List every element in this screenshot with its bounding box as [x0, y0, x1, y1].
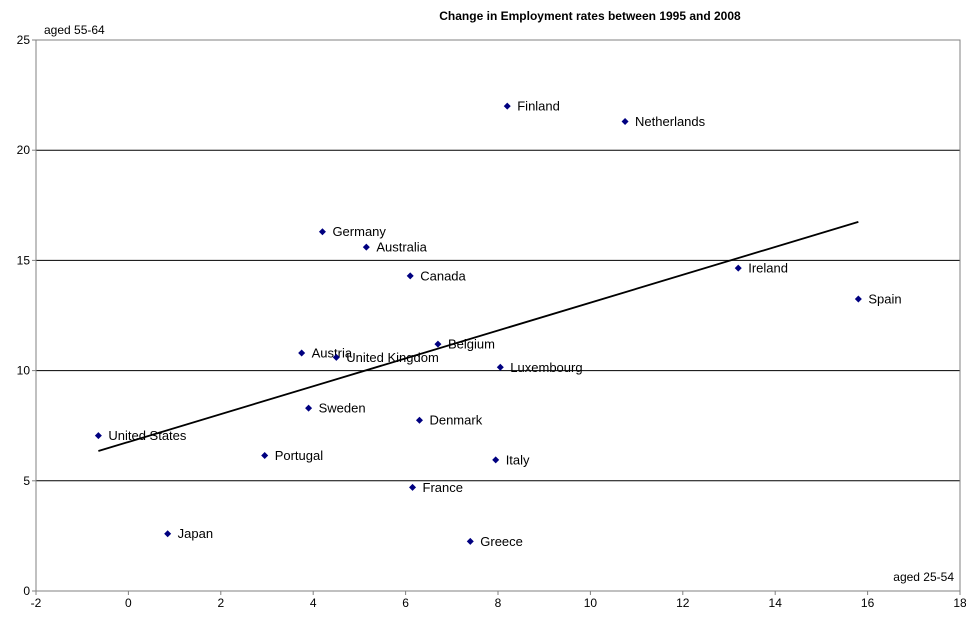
point-label: Finland — [517, 99, 560, 114]
point-marker — [94, 432, 102, 440]
point-label: United States — [108, 428, 187, 443]
y-tick-label: 25 — [17, 33, 31, 47]
data-point: United States — [94, 428, 187, 443]
plot-area-border — [35, 39, 961, 592]
data-point: Portugal — [261, 448, 323, 463]
x-tick-label: -2 — [31, 596, 42, 610]
chart-title: Change in Employment rates between 1995 … — [439, 9, 741, 23]
point-marker — [621, 118, 629, 126]
y-tick-label: 15 — [17, 253, 31, 267]
point-label: Denmark — [429, 413, 482, 428]
point-marker — [332, 353, 340, 361]
point-marker — [415, 416, 423, 424]
point-label: Portugal — [275, 448, 324, 463]
x-tick-label: 8 — [495, 596, 502, 610]
data-point: Netherlands — [621, 114, 706, 129]
point-marker — [434, 340, 442, 348]
x-tick-label: 6 — [402, 596, 409, 610]
trendline-layer — [98, 220, 859, 452]
point-marker — [298, 349, 306, 357]
y-tick-labels: 0 5 10 15 20 25 — [17, 33, 36, 598]
y-tick-label: 10 — [17, 364, 31, 378]
point-label: France — [423, 480, 463, 495]
point-marker — [466, 537, 474, 545]
point-marker — [406, 272, 414, 280]
point-label: Austria — [312, 345, 353, 360]
x-tick-label: 18 — [953, 596, 966, 610]
point-label: Netherlands — [635, 114, 706, 129]
point-marker — [734, 264, 742, 272]
data-point: Luxembourg — [496, 360, 583, 375]
y-tick-label: 0 — [23, 584, 30, 598]
y-tick-label: 20 — [17, 143, 31, 157]
x-tick-label: 16 — [861, 596, 875, 610]
data-point: Japan — [164, 526, 213, 541]
x-tick-label: 2 — [217, 596, 224, 610]
data-point: Denmark — [415, 413, 483, 428]
y-tick-label: 5 — [23, 474, 30, 488]
data-point: Canada — [406, 268, 467, 283]
data-point: Sweden — [305, 401, 366, 416]
data-point: Spain — [854, 291, 902, 306]
point-label: Sweden — [319, 401, 366, 416]
point-label: Spain — [868, 291, 901, 306]
point-marker — [318, 228, 326, 236]
point-label: Italy — [506, 452, 530, 467]
data-point: Finland — [503, 99, 560, 114]
x-tick-labels: -2 0 2 4 6 8 10 12 14 16 18 — [31, 591, 966, 610]
point-marker — [492, 456, 500, 464]
x-tick-label: 0 — [125, 596, 132, 610]
point-label: Canada — [420, 268, 466, 283]
data-point: Germany — [318, 224, 386, 239]
x-tick-label: 10 — [584, 596, 598, 610]
point-label: Australia — [376, 240, 427, 255]
point-marker — [164, 530, 172, 538]
y-axis-label: aged 55-64 — [44, 23, 105, 37]
trendline — [98, 220, 859, 452]
data-point: France — [409, 480, 463, 495]
gridlines — [36, 149, 960, 482]
point-marker — [362, 243, 370, 251]
data-point: Austria — [298, 345, 353, 360]
x-tick-label: 14 — [769, 596, 783, 610]
point-marker — [496, 363, 504, 371]
point-marker — [409, 483, 417, 491]
point-marker — [305, 404, 313, 412]
point-marker — [261, 451, 269, 459]
point-label: Belgium — [448, 337, 495, 352]
point-marker — [503, 102, 511, 110]
point-marker — [854, 295, 862, 303]
x-axis-label: aged 25-54 — [893, 570, 954, 584]
data-point: Australia — [362, 240, 428, 255]
point-label: Greece — [480, 534, 523, 549]
data-point: Greece — [466, 534, 523, 549]
data-point: Italy — [492, 452, 530, 467]
x-tick-label: 12 — [676, 596, 690, 610]
data-point: United Kingdom — [332, 350, 439, 365]
point-label: Luxembourg — [510, 360, 582, 375]
point-label: United Kingdom — [346, 350, 439, 365]
point-label: Ireland — [748, 261, 788, 276]
point-label: Germany — [332, 224, 386, 239]
axes — [35, 39, 961, 592]
x-tick-label: 4 — [310, 596, 317, 610]
data-point: Ireland — [734, 261, 788, 276]
point-label: Japan — [178, 526, 213, 541]
data-point: Belgium — [434, 337, 495, 352]
